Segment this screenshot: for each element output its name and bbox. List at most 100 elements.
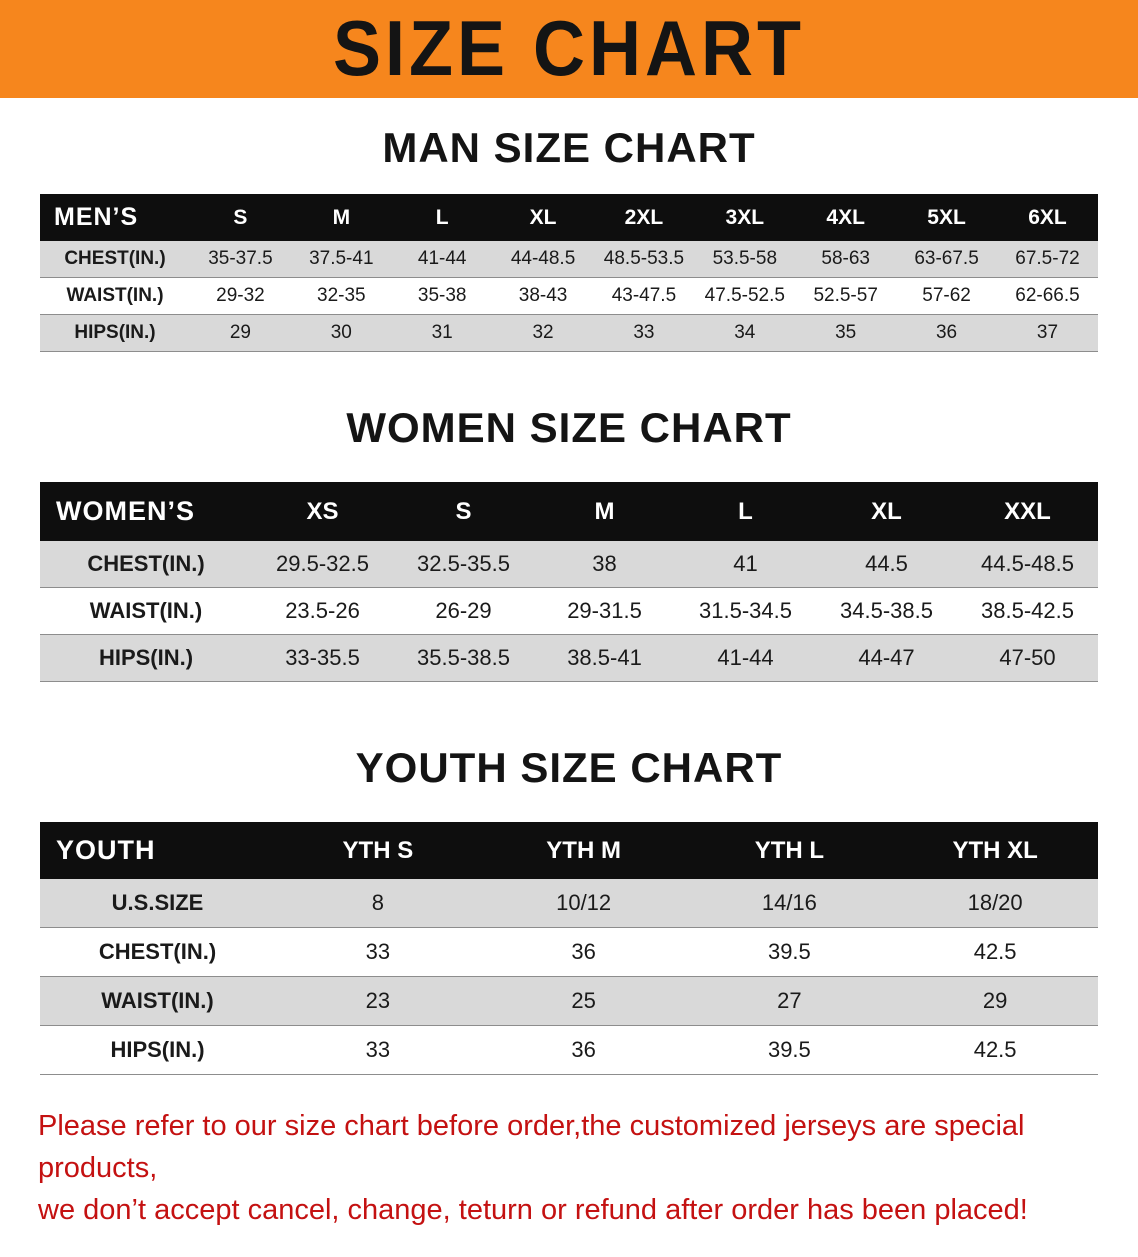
size-value: 41-44 <box>717 645 774 670</box>
size-value: 58-63 <box>821 248 870 269</box>
row-label: HIPS(IN.) <box>98 645 194 670</box>
size-value: 26-29 <box>435 598 492 623</box>
row-label: U.S.SIZE <box>111 890 204 915</box>
size-value: 29-32 <box>216 285 265 306</box>
footer-notice: Please refer to our size chart before or… <box>38 1105 1100 1257</box>
size-value: 32-35 <box>317 285 366 306</box>
row-label: CHEST(IN.) <box>64 248 166 269</box>
banner: SIZE CHART <box>0 0 1138 98</box>
table-row: WAIST(IN.) 23.5-26 26-29 29-31.5 31.5-34.5 34… <box>40 587 1098 635</box>
table-corner-label: WOMEN’S <box>40 482 252 541</box>
size-value: 38.5-41 <box>567 645 642 670</box>
column-header: 5XL <box>896 194 997 241</box>
size-value: 35-37.5 <box>208 248 273 269</box>
column-header: L <box>675 482 816 541</box>
column-header: YTH L <box>686 822 893 879</box>
table-corner-label: YOUTH <box>40 822 275 879</box>
table-row: WAIST(IN.) 23 25 27 29 <box>40 976 1098 1026</box>
size-value: 67.5-72 <box>1015 248 1080 269</box>
size-value: 18/20 <box>967 890 1023 915</box>
size-value: 23 <box>365 988 391 1013</box>
size-value: 34.5-38.5 <box>840 598 933 623</box>
size-value: 31.5-34.5 <box>699 598 792 623</box>
table-corner-label: MEN’S <box>40 194 190 241</box>
size-value: 44-48.5 <box>510 248 576 269</box>
column-header: S <box>190 194 291 241</box>
size-value: 63-67.5 <box>914 248 979 269</box>
size-value: 29 <box>229 322 251 343</box>
size-value: 48.5-53.5 <box>603 248 685 269</box>
table-row: CHEST(IN.) 29.5-32.5 32.5-35.5 38 41 44.5 44.5… <box>40 541 1098 588</box>
women-size-table-container: WOMEN’S XS S M L XL XXL CHEST(IN.) 29.5-32.5 32.5… <box>0 482 1138 682</box>
youth-size-table-container: YOUTH YTH S YTH M YTH L YTH XL U.S.SIZE 8 10/12… <box>0 822 1138 1075</box>
header-row: WOMEN’S XS S M L XL XXL <box>40 482 1098 541</box>
size-value: 29 <box>982 988 1008 1013</box>
size-value: 33 <box>365 939 391 964</box>
size-value: 29.5-32.5 <box>276 551 369 576</box>
size-value: 32.5-35.5 <box>417 551 510 576</box>
column-header: XS <box>252 482 393 541</box>
size-value: 27 <box>777 988 802 1013</box>
column-header: YTH XL <box>892 822 1098 879</box>
women-section-title: WOMEN SIZE CHART <box>346 404 792 451</box>
size-value: 52.5-57 <box>813 285 878 306</box>
size-value: 33 <box>633 322 655 343</box>
column-header: S <box>393 482 534 541</box>
size-value: 35 <box>835 322 857 343</box>
size-value: 42.5 <box>973 939 1017 964</box>
size-value: 36 <box>571 939 596 964</box>
size-value: 33 <box>365 1037 391 1062</box>
row-label: WAIST(IN.) <box>101 988 214 1013</box>
men-size-table: MEN’S S M L XL 2XL 3XL 4XL 5XL 6XL CHEST(IN.) 35-37… <box>40 194 1098 352</box>
size-value: 32 <box>532 322 554 343</box>
table-row: U.S.SIZE 8 10/12 14/16 18/20 <box>40 879 1098 928</box>
size-value: 57-62 <box>922 285 971 306</box>
size-value: 14/16 <box>761 890 817 915</box>
size-value: 39.5 <box>767 939 811 964</box>
notice-line-2: we don’t accept cancel, change, teturn o… <box>38 1194 1028 1227</box>
size-value: 44-47 <box>858 645 915 670</box>
banner-title: SIZE CHART <box>333 5 805 93</box>
size-value: 41-44 <box>417 248 467 269</box>
column-header: XL <box>816 482 957 541</box>
size-value: 42.5 <box>973 1037 1017 1062</box>
row-label: HIPS(IN.) <box>110 1037 205 1062</box>
size-value: 38-43 <box>518 285 568 306</box>
size-value: 37.5-41 <box>309 248 374 269</box>
row-label: CHEST(IN.) <box>87 551 205 576</box>
table-row: WAIST(IN.) 29-32 32-35 35-38 38-43 43-47.5 47.… <box>40 277 1098 315</box>
size-value: 38 <box>592 551 617 576</box>
column-header: 2XL <box>593 194 695 241</box>
size-value: 41 <box>733 551 758 576</box>
size-value: 31 <box>431 322 453 343</box>
table-row: CHEST(IN.) 33 36 39.5 42.5 <box>40 927 1098 977</box>
row-label: CHEST(IN.) <box>98 939 217 964</box>
size-value: 37 <box>1036 322 1059 343</box>
women-size-table: WOMEN’S XS S M L XL XXL CHEST(IN.) 29.5-32.5 32.5… <box>40 482 1098 682</box>
size-value: 33-35.5 <box>285 645 360 670</box>
youth-size-section: YOUTH SIZE CHART YOUTH YTH S YTH M YTH L YTH… <box>0 744 1138 1075</box>
size-value: 47-50 <box>999 645 1056 670</box>
header-row: YOUTH YTH S YTH M YTH L YTH XL <box>40 822 1098 879</box>
column-header: 6XL <box>997 194 1098 241</box>
size-value: 43-47.5 <box>611 285 677 306</box>
size-value: 34 <box>734 322 756 343</box>
size-value: 39.5 <box>767 1037 811 1062</box>
women-size-section: WOMEN SIZE CHART WOMEN’S XS S M L XL XXL CHEST(… <box>0 404 1138 682</box>
youth-size-table: YOUTH YTH S YTH M YTH L YTH XL U.S.SIZE 8 10/12… <box>40 822 1098 1075</box>
column-header: 4XL <box>795 194 897 241</box>
size-value: 62-66.5 <box>1015 285 1080 306</box>
size-value: 44.5-48.5 <box>981 551 1074 576</box>
men-size-table-container: MEN’S S M L XL 2XL 3XL 4XL 5XL 6XL CHEST(IN.) 35-37… <box>0 194 1138 352</box>
table-row: HIPS(IN.) 29 30 31 32 33 34 35 36 37 <box>40 314 1098 352</box>
row-label: HIPS(IN.) <box>74 322 156 343</box>
size-value: 38.5-42.5 <box>981 598 1074 623</box>
column-header: 3XL <box>694 194 796 241</box>
row-label: WAIST(IN.) <box>89 598 203 623</box>
column-header: YTH S <box>275 822 481 879</box>
size-value: 23.5-26 <box>285 598 360 623</box>
men-section-title: MAN SIZE CHART <box>382 124 756 171</box>
size-value: 10/12 <box>556 890 612 915</box>
column-header: M <box>534 482 675 541</box>
size-value: 35-38 <box>417 285 467 306</box>
